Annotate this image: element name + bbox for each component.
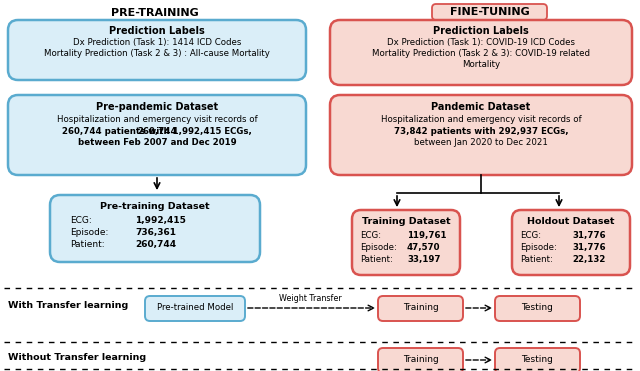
- FancyBboxPatch shape: [145, 296, 245, 321]
- Text: Patient:: Patient:: [70, 240, 104, 249]
- FancyBboxPatch shape: [495, 348, 580, 371]
- Text: 736,361: 736,361: [135, 228, 176, 237]
- FancyBboxPatch shape: [8, 95, 306, 175]
- FancyBboxPatch shape: [378, 348, 463, 371]
- Text: Pandemic Dataset: Pandemic Dataset: [431, 102, 531, 112]
- Text: Prediction Labels: Prediction Labels: [109, 26, 205, 36]
- Text: Training: Training: [403, 355, 438, 364]
- Text: 260,744 patients with 1,992,415 ECGs,: 260,744 patients with 1,992,415 ECGs,: [62, 127, 252, 136]
- Text: PRE-TRAINING: PRE-TRAINING: [111, 8, 199, 18]
- Text: Pre-trained Model: Pre-trained Model: [157, 303, 233, 312]
- FancyBboxPatch shape: [330, 20, 632, 85]
- Text: 260,744: 260,744: [135, 240, 176, 249]
- Text: between Feb 2007 and Dec 2019: between Feb 2007 and Dec 2019: [77, 138, 236, 147]
- Text: Holdout Dataset: Holdout Dataset: [527, 217, 615, 226]
- Text: Patient:: Patient:: [360, 255, 393, 264]
- Text: Pre-pandemic Dataset: Pre-pandemic Dataset: [96, 102, 218, 112]
- Text: With Transfer learning: With Transfer learning: [8, 301, 128, 310]
- Text: 31,776: 31,776: [572, 231, 605, 240]
- FancyBboxPatch shape: [495, 296, 580, 321]
- Text: 260,744: 260,744: [137, 127, 177, 136]
- Text: Mortality: Mortality: [462, 60, 500, 69]
- FancyBboxPatch shape: [330, 95, 632, 175]
- FancyBboxPatch shape: [432, 4, 547, 20]
- Text: Weight Transfer: Weight Transfer: [278, 294, 341, 303]
- Text: Episode:: Episode:: [70, 228, 108, 237]
- FancyBboxPatch shape: [512, 210, 630, 275]
- FancyBboxPatch shape: [8, 20, 306, 80]
- Text: ECG:: ECG:: [520, 231, 541, 240]
- Text: Prediction Labels: Prediction Labels: [433, 26, 529, 36]
- Text: Episode:: Episode:: [360, 243, 397, 252]
- Text: Dx Prediction (Task 1): 1414 ICD Codes: Dx Prediction (Task 1): 1414 ICD Codes: [73, 38, 241, 47]
- Text: 119,761: 119,761: [407, 231, 447, 240]
- Text: Training Dataset: Training Dataset: [362, 217, 451, 226]
- Text: 22,132: 22,132: [572, 255, 605, 264]
- Text: Patient:: Patient:: [520, 255, 553, 264]
- Text: between Jan 2020 to Dec 2021: between Jan 2020 to Dec 2021: [414, 138, 548, 147]
- Text: Without Transfer learning: Without Transfer learning: [8, 353, 146, 362]
- Text: 31,776: 31,776: [572, 243, 605, 252]
- FancyBboxPatch shape: [50, 195, 260, 262]
- Text: Mortality Prediction (Task 2 & 3) : All-cause Mortality: Mortality Prediction (Task 2 & 3) : All-…: [44, 49, 270, 58]
- Text: 73,842 patients with 292,937 ECGs,: 73,842 patients with 292,937 ECGs,: [394, 127, 568, 136]
- Text: Episode:: Episode:: [520, 243, 557, 252]
- Text: Mortality Prediction (Task 2 & 3): COVID-19 related: Mortality Prediction (Task 2 & 3): COVID…: [372, 49, 590, 58]
- Text: 47,570: 47,570: [407, 243, 440, 252]
- Text: 1,992,415: 1,992,415: [135, 216, 186, 225]
- Text: Hospitalization and emergency visit records of: Hospitalization and emergency visit reco…: [381, 115, 581, 124]
- Text: Hospitalization and emergency visit records of: Hospitalization and emergency visit reco…: [57, 115, 257, 124]
- Text: Dx Prediction (Task 1): COVID-19 ICD Codes: Dx Prediction (Task 1): COVID-19 ICD Cod…: [387, 38, 575, 47]
- Text: ECG:: ECG:: [70, 216, 92, 225]
- Text: FINE-TUNING: FINE-TUNING: [450, 7, 529, 17]
- Text: 33,197: 33,197: [407, 255, 440, 264]
- FancyBboxPatch shape: [352, 210, 460, 275]
- Text: ECG:: ECG:: [360, 231, 381, 240]
- Text: Pre-training Dataset: Pre-training Dataset: [100, 202, 210, 211]
- FancyBboxPatch shape: [378, 296, 463, 321]
- Text: Testing: Testing: [522, 303, 554, 312]
- Text: Testing: Testing: [522, 355, 554, 364]
- Text: Training: Training: [403, 303, 438, 312]
